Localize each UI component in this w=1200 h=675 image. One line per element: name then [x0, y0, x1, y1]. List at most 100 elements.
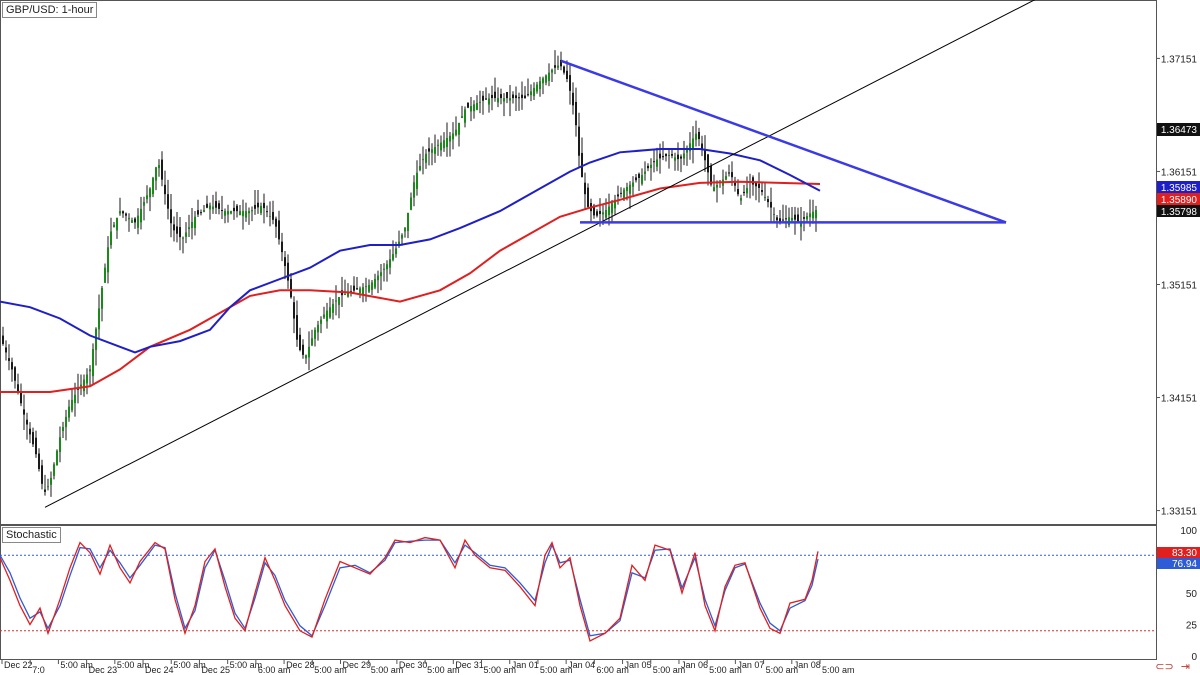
candle-body — [605, 210, 607, 218]
candle-body — [143, 202, 145, 206]
arrows-icon[interactable]: ⇥ — [1180, 661, 1190, 673]
candle-body — [635, 177, 637, 181]
price-badge-red-ma: 1.35890 — [1157, 193, 1200, 206]
candle-body — [455, 129, 457, 135]
candle-body — [644, 171, 646, 174]
time-tick-label: Jan 06 — [681, 660, 708, 670]
candle-body — [170, 209, 172, 224]
candle-body — [677, 154, 679, 160]
candle-body — [428, 148, 430, 152]
candle-body — [800, 221, 802, 227]
candle-body — [254, 204, 256, 209]
candle-body — [29, 428, 31, 435]
candle-body — [392, 254, 394, 260]
candle-body — [98, 308, 100, 330]
candle-body — [194, 216, 196, 229]
candle-body — [680, 156, 682, 159]
candle-body — [488, 98, 490, 105]
candle-body — [716, 184, 718, 188]
candle-body — [326, 310, 328, 322]
candle-body — [689, 143, 691, 152]
candle-body — [203, 210, 205, 212]
blue-moving-average-line — [0, 148, 821, 354]
candle-body — [734, 180, 736, 186]
candle-body — [566, 70, 568, 80]
candle-body — [803, 217, 805, 219]
candle-body — [113, 224, 115, 227]
candle-body — [809, 213, 811, 218]
candle-body — [14, 367, 16, 381]
candle-body — [524, 95, 526, 99]
candle-body — [323, 314, 325, 318]
svg-text:76.94: 76.94 — [1172, 559, 1197, 570]
time-tick-label: Jan 04 — [568, 660, 595, 670]
time-tick-label: Dec 29 — [342, 660, 371, 670]
candle-body — [794, 214, 796, 220]
stochastic-tick-label: 50 — [1186, 589, 1198, 600]
candle-body — [182, 237, 184, 239]
candle-body — [8, 358, 10, 361]
candle-body — [11, 362, 13, 370]
candle-body — [578, 126, 580, 156]
candle-body — [617, 194, 619, 197]
candle-body — [263, 202, 265, 209]
candle-body — [668, 154, 670, 156]
time-tick-label: Dec 30 — [399, 660, 428, 670]
candle-body — [251, 210, 253, 212]
price-tick-label: 1.34151 — [1161, 394, 1198, 405]
candle-body — [482, 95, 484, 101]
candle-body — [284, 257, 286, 267]
candle-body — [131, 220, 133, 223]
corner-controls: ⊂⊃ ⇥ — [1151, 660, 1190, 673]
candle-body — [563, 66, 565, 73]
candle-body — [62, 427, 64, 432]
candle-body — [815, 210, 817, 219]
candle-body — [509, 98, 511, 101]
candle-body — [353, 285, 355, 291]
candle-body — [299, 334, 301, 351]
candle-body — [770, 201, 772, 208]
candle-body — [425, 153, 427, 163]
candle-body — [80, 384, 82, 387]
candle-body — [755, 182, 757, 187]
candle-body — [674, 157, 676, 161]
link-icon[interactable]: ⊂⊃ — [1155, 661, 1174, 673]
candle-body — [587, 187, 589, 207]
price-badge-blue-ma: 1.35985 — [1157, 181, 1200, 194]
candle-body — [659, 153, 661, 159]
time-tick-label: 5:00 am — [484, 665, 517, 675]
price-badge-last: 1.35798 — [1157, 205, 1200, 218]
svg-text:83.30: 83.30 — [1172, 548, 1197, 559]
candle-body — [743, 191, 745, 194]
time-tick-label: Jan 05 — [625, 660, 652, 670]
candle-body — [704, 150, 706, 161]
candle-body — [539, 81, 541, 90]
candle-body — [278, 220, 280, 240]
candle-body — [290, 279, 292, 298]
time-tick-label: 7:0 — [32, 665, 45, 675]
stochastic-tick-label: 0 — [1191, 652, 1197, 663]
rising-trendline — [44, 0, 1036, 508]
candle-body — [77, 388, 79, 390]
candle-body — [758, 183, 760, 188]
candle-body — [329, 307, 331, 318]
time-tick-label: Jan 08 — [794, 660, 821, 670]
price-badge-current: 1.36473 — [1157, 123, 1200, 136]
candle-body — [86, 374, 88, 384]
candle-body — [662, 155, 664, 158]
candle-body — [356, 288, 358, 290]
candle-body — [554, 65, 556, 68]
candle-body — [224, 211, 226, 216]
stochastic-badge-d: 76.94 — [1157, 558, 1200, 570]
candle-body — [191, 222, 193, 228]
time-tick-label: Dec 23 — [89, 665, 118, 675]
candle-body — [365, 286, 367, 288]
candle-body — [257, 202, 259, 208]
candle-body — [569, 75, 571, 91]
candle-body — [236, 205, 238, 212]
candle-body — [485, 98, 487, 100]
svg-text:1.35890: 1.35890 — [1161, 195, 1198, 206]
candle-body — [269, 215, 271, 217]
stochastic-k-line — [0, 536, 819, 642]
time-tick-label: Dec 31 — [455, 660, 484, 670]
